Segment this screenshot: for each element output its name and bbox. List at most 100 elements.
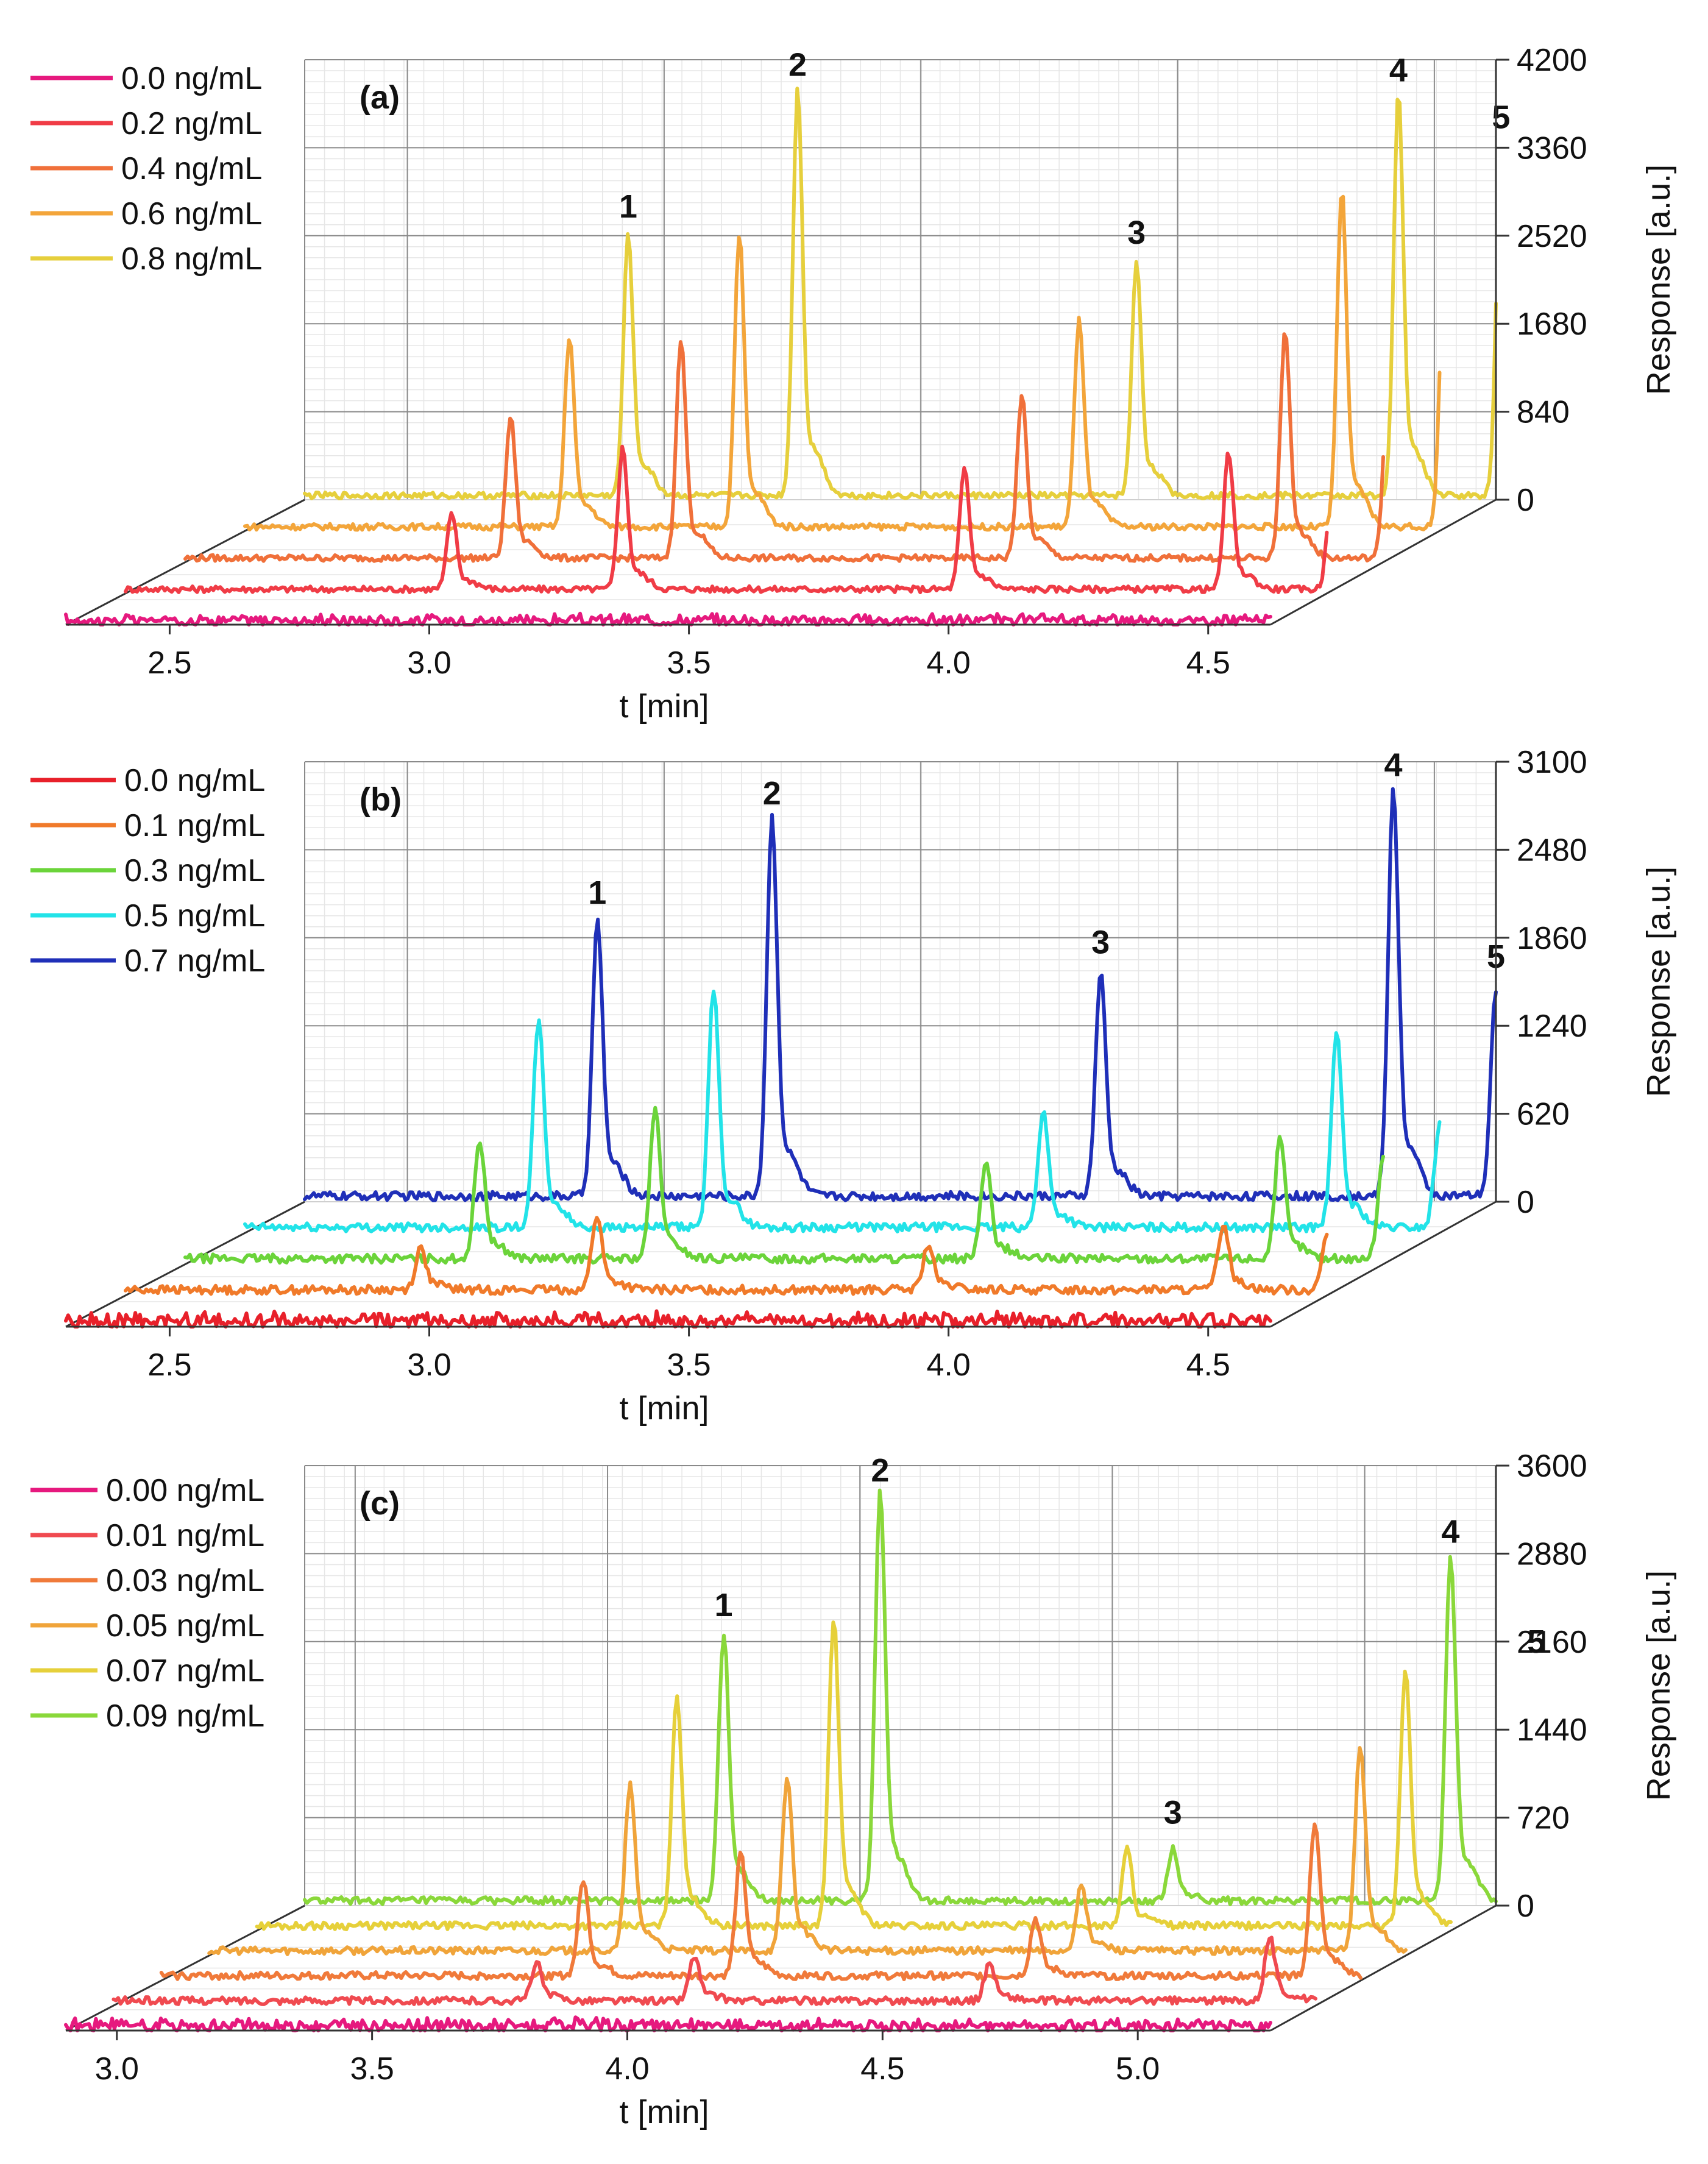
peak-label-4: 4 [1441,1513,1459,1550]
chart-panel-a: 1 2 3 4 5 0 840 1680 2520 3360 4200 Response [a.u.]… [30,43,1677,725]
legend-label: 0.0 ng/mL [124,763,265,798]
x-tick-label: 3.5 [350,2051,394,2087]
x-tick-label: 4.0 [927,1347,971,1383]
y-tick-label: 3100 [1517,745,1587,780]
peak-label-1: 1 [588,874,606,911]
x-tick-label: 3.0 [407,645,451,681]
y-tick-label: 3360 [1517,130,1587,166]
trace-series-3 [207,1746,1408,1956]
depth-axis-left [65,498,305,626]
y-axis-title: Response [a.u.] [1640,867,1677,1097]
trace-series-0 [64,2015,1272,2032]
legend-label: 0.01 ng/mL [106,1518,264,1553]
x-axis-title: t [min] [619,2094,709,2130]
x-tick-label: 3.0 [407,1347,451,1383]
legend: 0.0 ng/mL 0.1 ng/mL 0.3 ng/mL 0.5 ng/mL 0.7 … [30,763,265,979]
peak-label-1: 1 [619,188,637,225]
y-axis-title: Response [a.u.] [1640,1570,1677,1801]
depth-axis-left [65,1201,305,1328]
legend-label: 0.07 ng/mL [106,1653,264,1689]
y-tick-label: 1680 [1517,307,1587,342]
peak-label-5: 5 [1492,99,1510,136]
x-tick-label: 5.0 [1116,2051,1160,2087]
peak-label-5: 5 [1527,1623,1545,1660]
trace-series-2 [183,1105,1385,1265]
legend-label: 0.0 ng/mL [121,61,262,96]
x-tick-label: 4.5 [1186,645,1230,681]
back-wall-grid [304,761,1497,1202]
legend-label: 0.5 ng/mL [124,898,265,934]
y-tick-label: 1440 [1517,1712,1587,1748]
x-tick-label: 2.5 [147,645,191,681]
peak-label-2: 2 [788,47,807,83]
y-tick-label: 2160 [1517,1625,1587,1660]
x-tick-label: 4.0 [605,2051,649,2087]
trace-series-3 [243,194,1442,532]
trace-series-0 [64,611,1272,626]
legend-label: 0.3 ng/mL [124,853,265,889]
panel-label: (c) [360,1485,400,1522]
chart-panel-c: 1 2 3 4 5 0 720 1440 2160 2880 3600 Response [a.u.]… [30,1449,1677,2130]
trace-series-2 [159,1822,1363,1981]
trace-series-5 [303,1488,1498,1906]
y-tick-label: 2480 [1517,832,1587,868]
x-axis-title: t [min] [619,1390,709,1427]
y-tick-label: 2520 [1517,219,1587,254]
legend: 0.00 ng/mL 0.01 ng/mL 0.03 ng/mL 0.05 ng/mL… [30,1473,264,1734]
trace-series-4 [255,1620,1453,1931]
y-tick-label: 0 [1517,1185,1534,1220]
back-wall-grid [304,59,1497,500]
y-tick-label: 4200 [1517,43,1587,78]
legend-label: 0.4 ng/mL [121,151,262,186]
peak-label-3: 3 [1091,924,1110,961]
legend-label: 0.2 ng/mL [121,106,262,141]
peak-label-2: 2 [871,1452,889,1489]
legend-label: 0.09 ng/mL [106,1698,264,1734]
trace-series-1 [124,1216,1329,1296]
legend-label: 0.7 ng/mL [124,943,265,979]
peak-label-3: 3 [1164,1795,1182,1831]
depth-axis-right [1270,1904,1497,2032]
panel-label: (a) [360,79,400,116]
x-tick-label: 4.5 [1186,1347,1230,1383]
trace-series-2 [183,332,1385,563]
y-tick-label: 720 [1517,1801,1570,1836]
peak-label-4: 4 [1389,52,1408,88]
x-tick-label: 3.0 [95,2051,139,2087]
legend-label: 0.1 ng/mL [124,808,265,843]
legend: 0.0 ng/mL 0.2 ng/mL 0.4 ng/mL 0.6 ng/mL 0.8 … [30,61,262,277]
peak-label-3: 3 [1127,215,1146,251]
y-tick-label: 840 [1517,395,1570,430]
floor-grid [65,498,1497,626]
legend-label: 0.8 ng/mL [121,241,262,277]
depth-axis-right [1270,1201,1497,1328]
legend-label: 0.6 ng/mL [121,196,262,232]
trace-series-1 [124,444,1329,594]
y-tick-label: 620 [1517,1097,1570,1132]
y-tick-label: 1860 [1517,921,1587,956]
x-tick-label: 3.5 [667,645,710,681]
y-tick-label: 2880 [1517,1536,1587,1572]
y-tick-label: 0 [1517,1889,1534,1924]
peak-label-2: 2 [763,775,781,812]
trace-series-4 [303,787,1498,1202]
trace-series-3 [243,990,1442,1233]
trace-series-0 [64,1309,1272,1329]
peak-label-1: 1 [715,1587,733,1623]
x-tick-label: 4.5 [860,2051,904,2087]
legend-label: 0.00 ng/mL [106,1473,264,1508]
panel-label: (b) [360,781,402,818]
legend-label: 0.05 ng/mL [106,1608,264,1644]
peak-label-4: 4 [1384,747,1402,784]
x-tick-label: 4.0 [927,645,971,681]
x-axis-title: t [min] [619,688,709,725]
x-tick-label: 2.5 [147,1347,191,1383]
y-tick-label: 3600 [1517,1449,1587,1484]
trace-series-1 [112,1935,1317,2006]
legend-label: 0.03 ng/mL [106,1563,264,1598]
x-tick-label: 3.5 [667,1347,710,1383]
depth-axis-right [1270,498,1497,626]
y-tick-label: 1240 [1517,1009,1587,1044]
